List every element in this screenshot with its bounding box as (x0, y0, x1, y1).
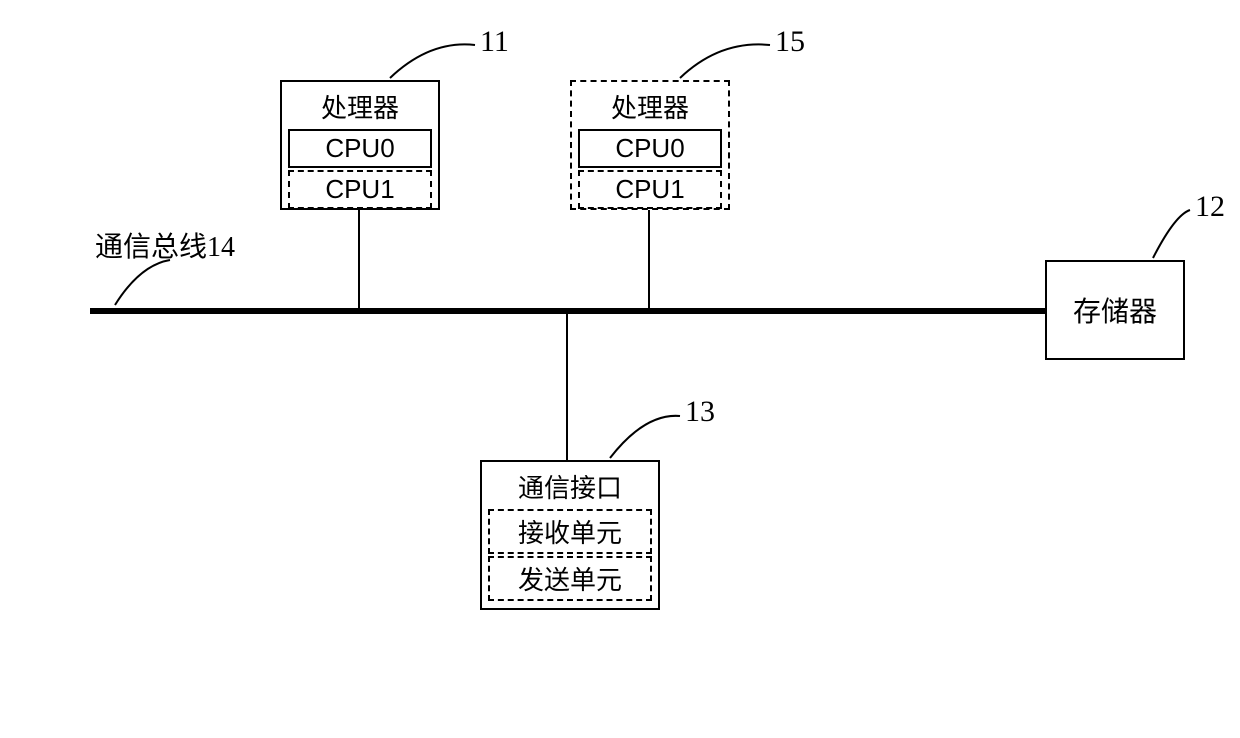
cpu1-box-2: CPU1 (578, 170, 722, 209)
leader-12 (1145, 205, 1205, 265)
comm-connector (566, 312, 568, 460)
memory-title: 存储器 (1073, 290, 1157, 330)
leader-15 (675, 35, 780, 85)
cpu1-box: CPU1 (288, 170, 432, 209)
leader-13 (605, 408, 690, 463)
system-block-diagram: 通信总线14 处理器 CPU0 CPU1 11 处理器 CPU0 CPU1 15… (0, 0, 1240, 738)
leader-11 (385, 35, 485, 85)
comm-interface-block: 通信接口 接收单元 发送单元 (480, 460, 660, 610)
processor2-title: 处理器 (578, 88, 722, 125)
comm-title: 通信接口 (488, 468, 652, 505)
processor1-title: 处理器 (288, 88, 432, 125)
cpu0-box-2: CPU0 (578, 129, 722, 168)
processor-block-1: 处理器 CPU0 CPU1 (280, 80, 440, 210)
receive-unit-box: 接收单元 (488, 509, 652, 554)
processor1-connector (358, 210, 360, 308)
processor2-connector (648, 210, 650, 308)
processor-block-2: 处理器 CPU0 CPU1 (570, 80, 730, 210)
send-unit-box: 发送单元 (488, 556, 652, 601)
cpu0-box: CPU0 (288, 129, 432, 168)
bus-leader-curve (110, 255, 190, 310)
memory-block: 存储器 (1045, 260, 1185, 360)
